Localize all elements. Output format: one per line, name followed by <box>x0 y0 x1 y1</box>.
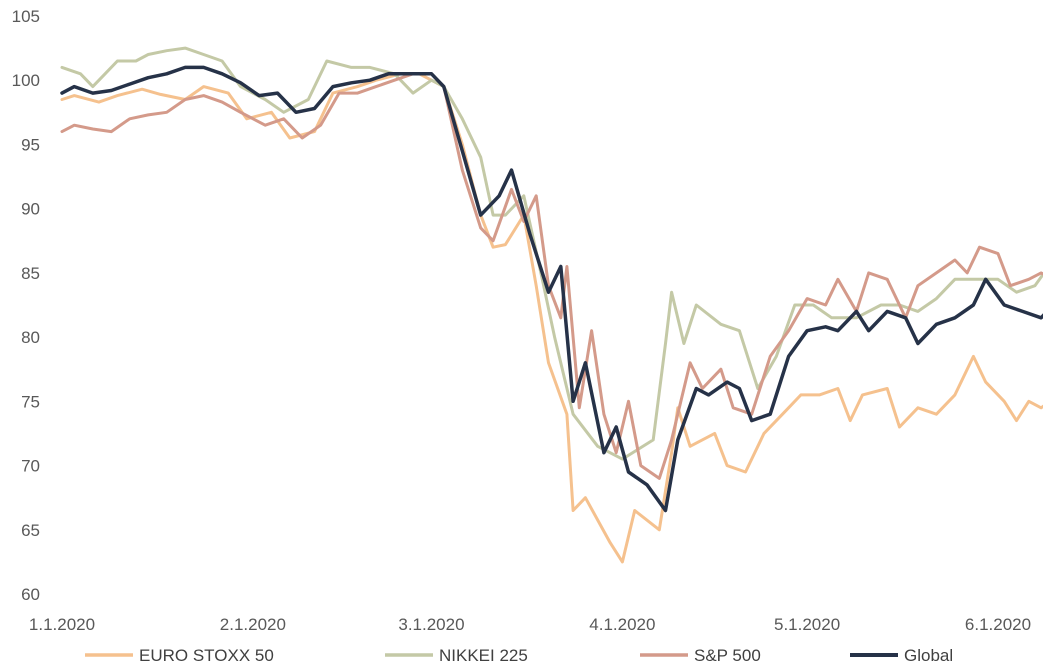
x-tick-label: 6.1.2020 <box>965 615 1031 634</box>
y-tick-label: 90 <box>21 200 40 219</box>
x-tick-label: 3.1.2020 <box>398 615 464 634</box>
y-tick-label: 80 <box>21 328 40 347</box>
y-tick-label: 85 <box>21 264 40 283</box>
y-tick-label: 70 <box>21 457 40 476</box>
y-tick-label: 100 <box>12 71 40 90</box>
y-tick-label: 95 <box>21 135 40 154</box>
y-tick-label: 60 <box>21 585 40 604</box>
y-tick-label: 75 <box>21 392 40 411</box>
legend-label: NIKKEI 225 <box>439 646 528 665</box>
y-tick-label: 105 <box>12 7 40 26</box>
x-axis-ticks: 1.1.2020 2.1.2020 3.1.2020 4.1.2020 5.1.2020… <box>29 615 1031 634</box>
x-tick-label: 2.1.2020 <box>220 615 286 634</box>
legend-label: EURO STOXX 50 <box>139 646 274 665</box>
series-line-global <box>60 65 1043 513</box>
y-axis-ticks: 60 65 70 75 80 85 90 95 100 105 <box>12 7 40 604</box>
series-line-euro-stoxx-50 <box>60 72 1043 564</box>
y-tick-label: 65 <box>21 521 40 540</box>
series-lines <box>60 46 1043 564</box>
x-tick-label: 1.1.2020 <box>29 615 95 634</box>
legend: EURO STOXX 50 NIKKEI 225 S&P 500 Global <box>85 646 953 665</box>
legend-label: S&P 500 <box>694 646 761 665</box>
x-tick-label: 4.1.2020 <box>589 615 655 634</box>
x-tick-label: 5.1.2020 <box>774 615 840 634</box>
legend-label: Global <box>904 646 953 665</box>
series-line-nikkei-225 <box>60 46 1043 461</box>
series-line-s-p-500 <box>60 72 1043 480</box>
